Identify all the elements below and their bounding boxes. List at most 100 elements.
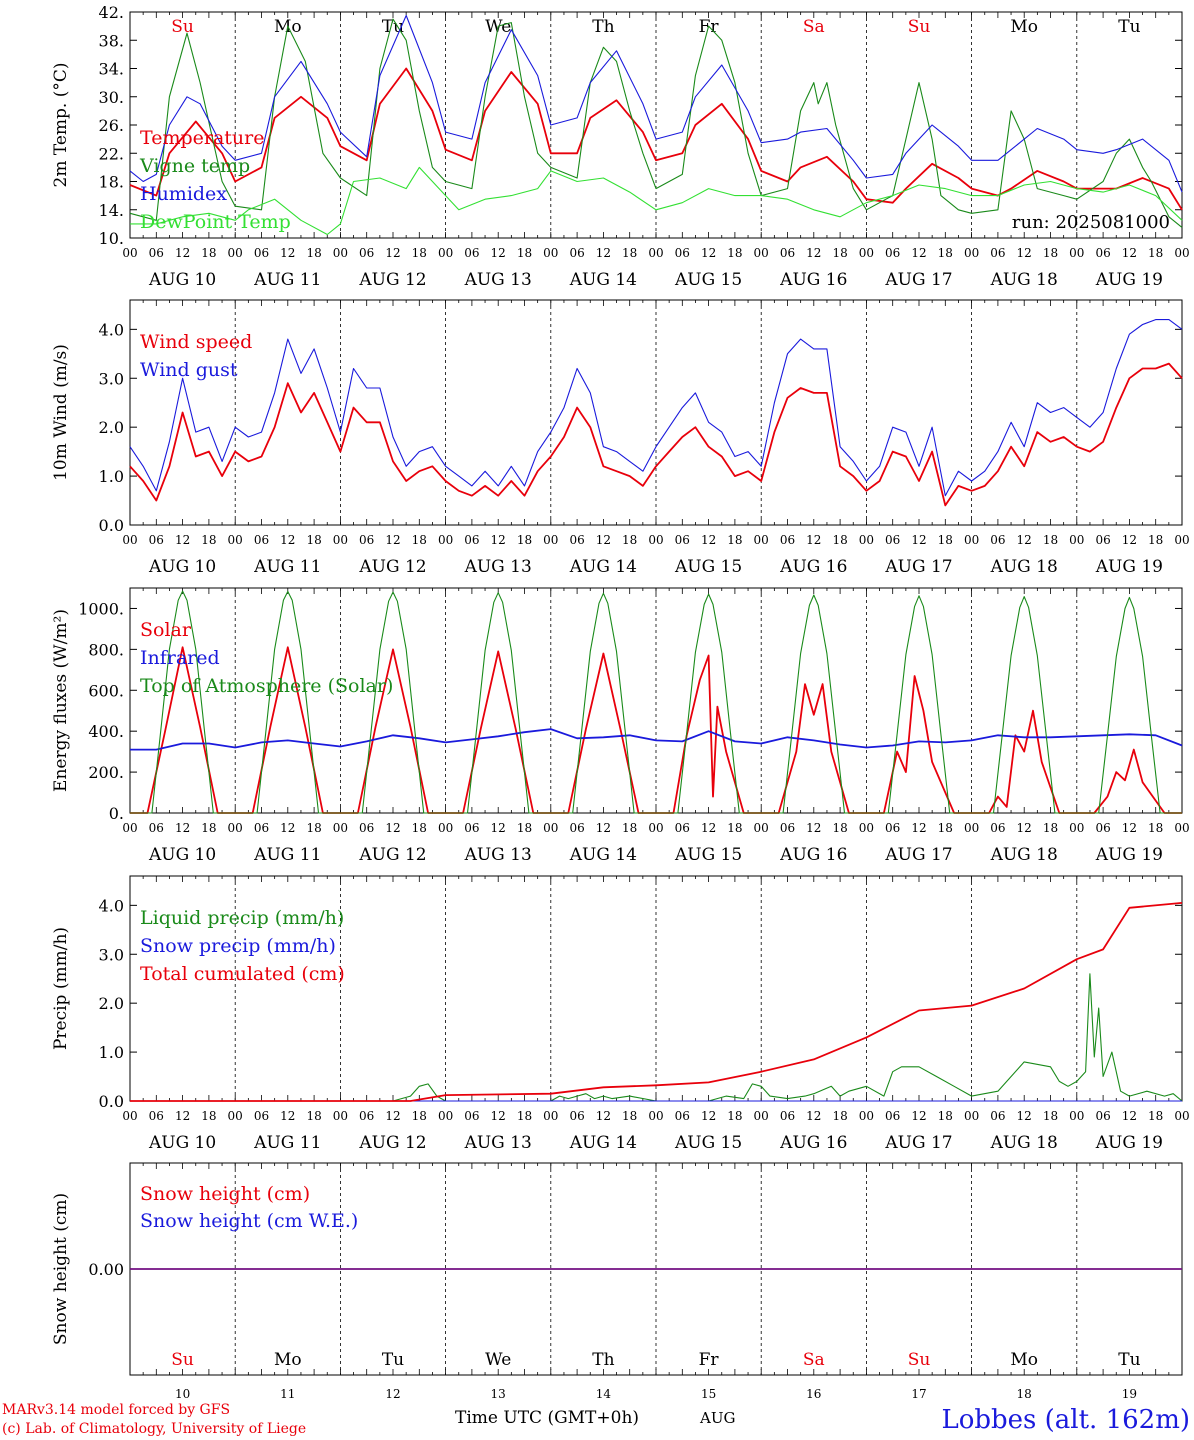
hour-tick-label: 06 [464, 1109, 479, 1123]
day-label: AUG 15 [674, 845, 742, 865]
weekday-label-top: Sa [803, 17, 825, 37]
hour-tick-label: 00 [1174, 821, 1189, 835]
day-label: AUG 13 [464, 557, 532, 577]
hour-tick-label: 18 [306, 533, 321, 547]
hour-tick-label: 06 [990, 246, 1005, 260]
day-label: AUG 10 [148, 270, 216, 290]
legend-entry: Wind speed [140, 331, 252, 353]
hour-tick-label: 18 [201, 821, 216, 835]
hour-tick-label: 18 [832, 1109, 847, 1123]
hour-tick-label: 12 [701, 533, 716, 547]
y-axis-label: Precip (mm/h) [51, 927, 71, 1050]
hour-tick-label: 12 [701, 821, 716, 835]
hour-tick-label: 06 [149, 246, 164, 260]
y-tick-label: 2.0 [99, 418, 124, 437]
series-line [129, 18, 1183, 228]
weekday-label-bottom: Su [908, 1350, 931, 1370]
hour-tick-label: 06 [149, 1109, 164, 1123]
hour-tick-label: 06 [675, 821, 690, 835]
y-axis-label: Snow height (cm) [51, 1193, 71, 1345]
hour-tick-label: 18 [727, 1109, 742, 1123]
hour-tick-label: 18 [1043, 246, 1058, 260]
hour-tick-label: 00 [1069, 533, 1084, 547]
hour-tick-label: 06 [780, 246, 795, 260]
y-tick-label: 2.0 [99, 994, 124, 1013]
day-label: AUG 10 [148, 557, 216, 577]
hour-tick-label: 00 [964, 821, 979, 835]
hour-tick-label: 18 [622, 533, 637, 547]
hour-tick-label: 18 [938, 1109, 953, 1123]
y-tick-label: 26. [99, 116, 124, 135]
legend-entry: Humidex [140, 183, 227, 205]
hour-tick-label: 18 [201, 533, 216, 547]
weekday-label-bottom: Su [171, 1350, 194, 1370]
y-tick-label: 0. [109, 804, 124, 823]
hour-tick-label: 12 [596, 533, 611, 547]
hour-tick-label: 00 [648, 246, 663, 260]
hour-tick-label: 06 [885, 246, 900, 260]
hour-tick-label: 06 [149, 533, 164, 547]
day-label: AUG 18 [990, 845, 1058, 865]
weekday-label-bottom: Fr [699, 1350, 720, 1370]
hour-tick-label: 12 [806, 1109, 821, 1123]
hour-tick-label: 18 [938, 246, 953, 260]
hour-tick-label: 18 [412, 246, 427, 260]
weekday-label-bottom: We [485, 1350, 511, 1370]
day-number-label: 15 [701, 1387, 716, 1401]
hour-tick-label: 00 [1069, 246, 1084, 260]
hour-tick-label: 12 [385, 246, 400, 260]
hour-tick-label: 00 [543, 821, 558, 835]
day-label: AUG 19 [1095, 270, 1163, 290]
day-number-label: 19 [1122, 1387, 1137, 1401]
hour-tick-label: 00 [438, 246, 453, 260]
y-tick-label: 34. [99, 60, 124, 79]
y-axis-label: Energy fluxes (W/m²) [51, 609, 71, 792]
hour-tick-label: 06 [149, 821, 164, 835]
day-label: AUG 17 [884, 1133, 952, 1153]
hour-tick-label: 12 [1017, 246, 1032, 260]
hour-tick-label: 06 [359, 533, 374, 547]
hour-tick-label: 06 [780, 821, 795, 835]
y-tick-label: 38. [99, 31, 124, 50]
location-label: Lobbes (alt. 162m) [941, 1405, 1190, 1435]
series-line [129, 14, 1183, 193]
panel-5: 0.00 Snow height (cm) Su 10 Mo 11 Tu 12 We 13 Th 14… [51, 1162, 1183, 1401]
hour-tick-label: 06 [569, 533, 584, 547]
y-tick-label: 3.0 [99, 945, 124, 964]
credit-lab: (c) Lab. of Climatology, University of L… [2, 1421, 306, 1437]
y-tick-label: 42. [99, 3, 124, 22]
hour-tick-label: 12 [1122, 533, 1137, 547]
hour-tick-label: 18 [517, 1109, 532, 1123]
y-tick-label: 4.0 [99, 320, 124, 339]
hour-tick-label: 06 [675, 533, 690, 547]
hour-tick-label: 12 [806, 246, 821, 260]
hour-tick-label: 12 [911, 246, 926, 260]
panel-4: 0.0 1.0 2.0 3.0 4.0 Precip (mm/h) 00 06 12 18 AUG … [51, 875, 1190, 1153]
day-label: AUG 14 [569, 270, 637, 290]
hour-tick-label: 18 [517, 246, 532, 260]
day-label: AUG 12 [358, 270, 426, 290]
hour-tick-label: 06 [780, 533, 795, 547]
hour-tick-label: 06 [464, 821, 479, 835]
hour-tick-label: 12 [596, 821, 611, 835]
hour-tick-label: 06 [1095, 821, 1110, 835]
credit-model: MARv3.14 model forced by GFS [2, 1402, 230, 1418]
legend-entry: Snow height (cm) [140, 1183, 310, 1205]
hour-tick-label: 18 [517, 533, 532, 547]
day-label: AUG 11 [253, 557, 321, 577]
hour-tick-label: 06 [254, 1109, 269, 1123]
weekday-label-top: Mo [1010, 17, 1038, 37]
hour-tick-label: 00 [438, 1109, 453, 1123]
panel-2: 0.0 1.0 2.0 3.0 4.0 10m Wind (m/s) 00 06 12 18 AUG… [51, 299, 1190, 577]
day-number-label: 12 [385, 1387, 400, 1401]
legend-entry: Wind gust [140, 359, 238, 381]
y-tick-label: 14. [99, 201, 124, 220]
hour-tick-label: 18 [1148, 533, 1163, 547]
day-label: AUG 16 [779, 270, 847, 290]
legend-entry: Solar [140, 619, 192, 641]
y-tick-label: 200. [88, 763, 124, 782]
hour-tick-label: 18 [201, 246, 216, 260]
hour-tick-label: 12 [596, 246, 611, 260]
hour-tick-label: 00 [122, 533, 137, 547]
hour-tick-label: 00 [228, 246, 243, 260]
